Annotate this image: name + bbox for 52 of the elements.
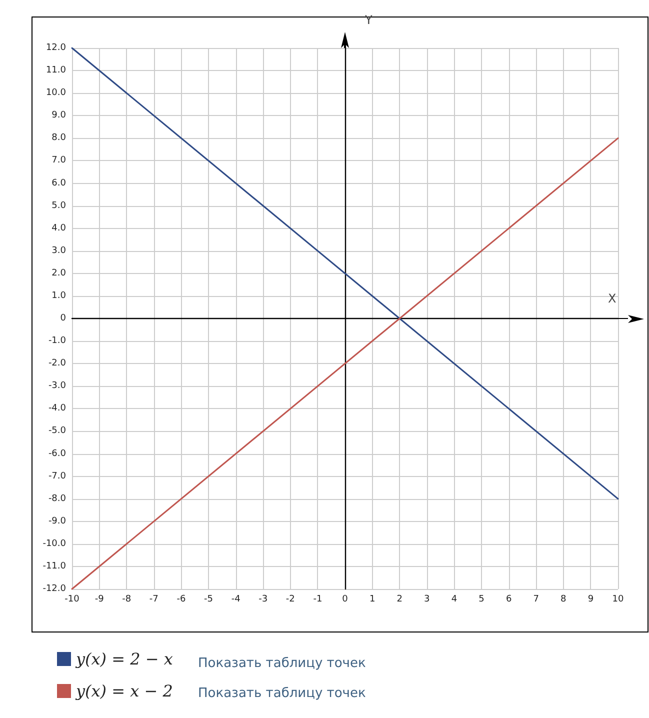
text: Показать таблицу точек <box>198 686 366 701</box>
y-tick-label: -4.0 <box>48 404 66 414</box>
y-axis-title: Y <box>364 13 373 27</box>
x-tick-label: 10 <box>612 594 624 604</box>
x-tick-label: -2 <box>286 594 295 604</box>
y-tick-label: -6.0 <box>48 448 66 459</box>
y-tick-label: 2.0 <box>52 268 66 278</box>
x-tick-label: -6 <box>176 594 186 604</box>
y-tick-label: -2.0 <box>48 358 66 369</box>
y-tick-label: 1.0 <box>52 290 66 301</box>
x-tick-label: 7 <box>533 594 539 604</box>
y-tick-label: 11.0 <box>46 66 66 76</box>
x-tick-label: 2 <box>396 594 402 604</box>
x-tick-label: -8 <box>122 594 132 604</box>
y-tick-label: 8.0 <box>52 133 66 144</box>
y-tick-label: -1.0 <box>48 336 66 346</box>
x-tick-label: -9 <box>94 594 104 604</box>
y-tick-label: 6.0 <box>52 178 66 188</box>
y-tick-label: 9.0 <box>52 110 66 121</box>
x-tick-label: -7 <box>149 594 158 604</box>
x-tick-label: 5 <box>478 594 484 604</box>
x-tick-label: 4 <box>451 594 458 604</box>
y-tick-label: 10.0 <box>46 88 66 98</box>
legend-label: y(x) = 2 − x <box>75 650 173 668</box>
y-tick-label: 3.0 <box>52 246 66 256</box>
y-tick-label: 7.0 <box>52 156 66 166</box>
y-tick-label: -11.0 <box>42 561 66 572</box>
text: Показать таблицу точек <box>198 656 366 671</box>
x-tick-label: -5 <box>204 594 213 604</box>
x-tick-label: 9 <box>588 594 594 604</box>
x-tick-label: 0 <box>342 594 348 604</box>
x-tick-label: 3 <box>424 594 430 604</box>
x-tick-label: 6 <box>506 594 512 604</box>
y-tick-label: 4.0 <box>52 223 66 234</box>
y-tick-label: 12.0 <box>46 43 66 53</box>
y-tick-label: -5.0 <box>48 426 66 436</box>
y-tick-label: 0 <box>60 314 66 324</box>
x-axis-title: X <box>608 292 616 306</box>
x-tick-label: -1 <box>313 594 322 604</box>
y-tick-label: -3.0 <box>48 381 66 392</box>
x-tick-label: 1 <box>369 594 376 604</box>
x-tick-label: -10 <box>64 594 80 604</box>
y-tick-label: -9.0 <box>48 516 66 526</box>
x-tick-label: 8 <box>560 594 567 604</box>
y-tick-label: 5.0 <box>52 200 66 211</box>
legend-label: y(x) = x − 2 <box>75 682 173 700</box>
y-tick-label: -10.0 <box>42 538 66 549</box>
x-tick-label: -4 <box>231 594 241 604</box>
y-tick-label: -12.0 <box>42 584 66 594</box>
y-tick-label: -8.0 <box>48 494 66 504</box>
y-tick-label: -7.0 <box>48 471 66 482</box>
x-tick-label: -3 <box>258 594 268 604</box>
